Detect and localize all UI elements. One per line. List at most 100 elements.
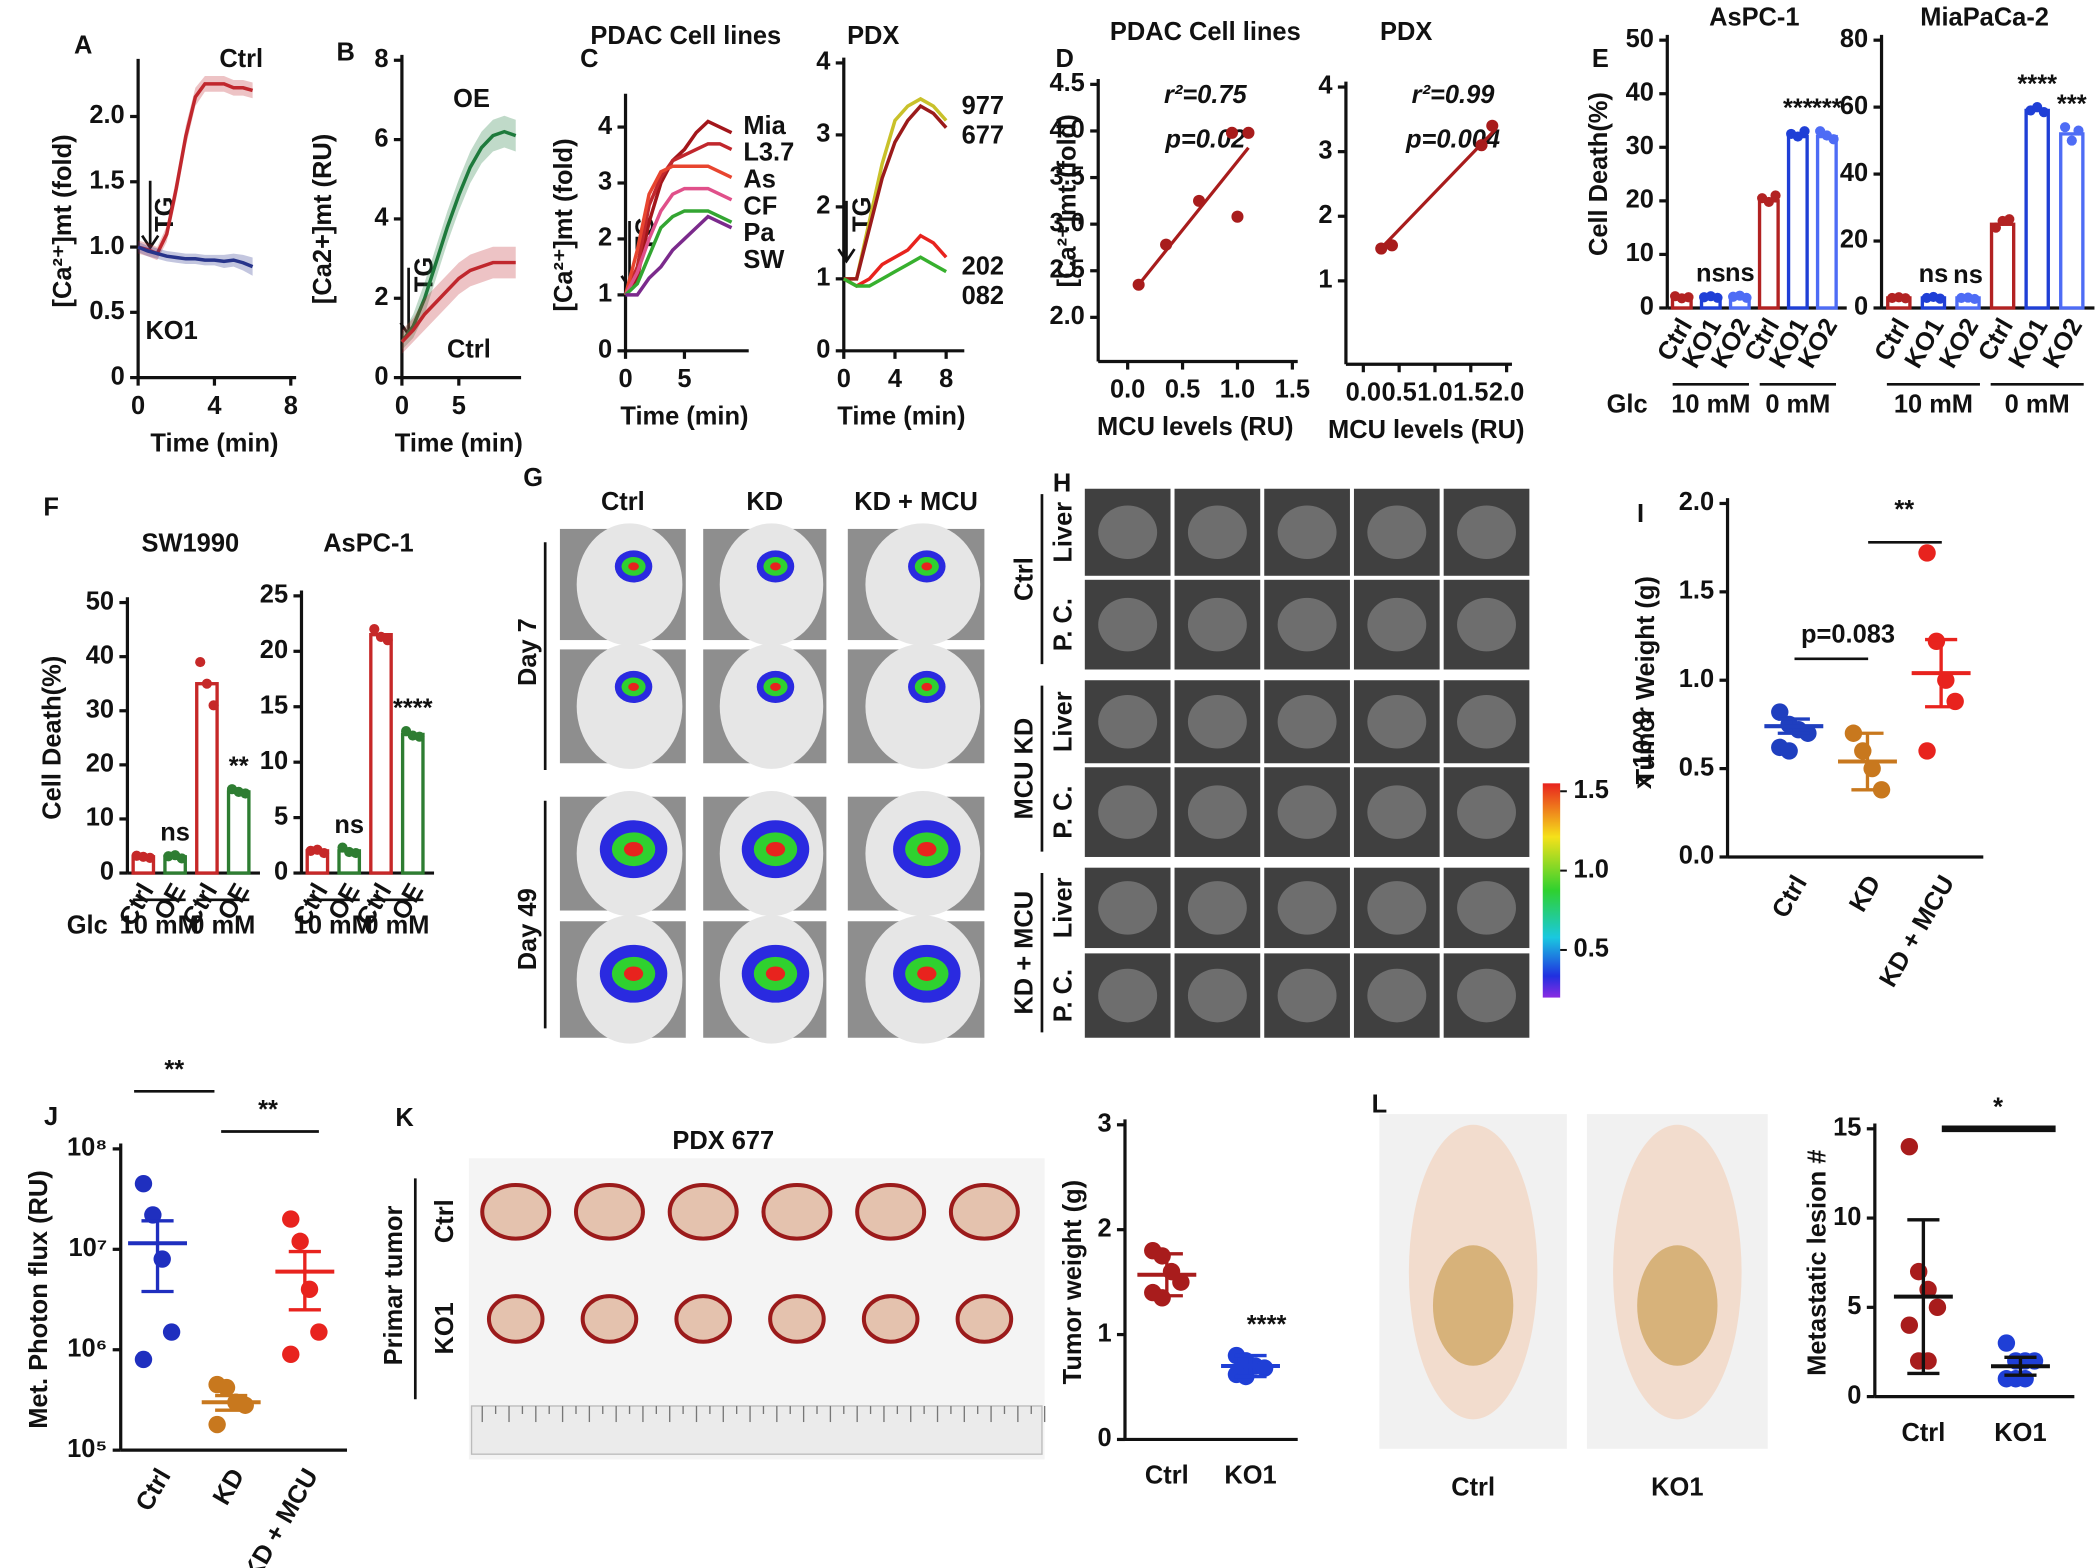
chart-title: AsPC-1 bbox=[323, 530, 413, 558]
annotation: ** bbox=[1894, 496, 1914, 524]
point bbox=[1475, 139, 1488, 152]
tumor bbox=[573, 1183, 645, 1241]
photo-detail bbox=[1277, 597, 1337, 652]
y-tick-label: 20 bbox=[260, 636, 288, 664]
y-axis-label: Tumor Weight (g) bbox=[1632, 576, 1660, 784]
point bbox=[1799, 126, 1810, 137]
photo-detail bbox=[1187, 881, 1247, 935]
y-tick-label: 20 bbox=[86, 750, 114, 778]
point bbox=[1997, 1334, 2016, 1352]
series-label: L3.7 bbox=[743, 139, 794, 167]
group-title: Glc bbox=[67, 911, 108, 939]
significance-label: **** bbox=[2017, 70, 2057, 98]
x-tick-label: 0 bbox=[618, 365, 632, 393]
bar bbox=[2059, 132, 2085, 310]
x-tick-label: 1.5 bbox=[1453, 378, 1488, 406]
bar bbox=[369, 632, 393, 875]
column-label: KD bbox=[746, 488, 783, 516]
significance-label: ** bbox=[229, 752, 249, 780]
series-label: 202 bbox=[962, 253, 1004, 281]
y-axis-label: Cell Death(%) bbox=[1585, 92, 1613, 256]
y-tick-label: 10 bbox=[1833, 1203, 1861, 1231]
data-line bbox=[624, 119, 733, 296]
panel-letter: H bbox=[1053, 469, 1071, 497]
data-line bbox=[400, 129, 517, 343]
y-tick-label: 25 bbox=[260, 581, 288, 609]
point bbox=[176, 853, 187, 864]
y-tick-label: 20 bbox=[1840, 226, 1868, 254]
point bbox=[134, 1350, 153, 1369]
point bbox=[282, 1210, 300, 1228]
colorbar-label: 1.0 bbox=[1574, 855, 1609, 883]
photo-detail bbox=[1367, 785, 1427, 839]
x-axis-label: Time (min) bbox=[620, 402, 748, 430]
x-tick-label: 5 bbox=[677, 365, 691, 393]
fit-line bbox=[1137, 146, 1250, 286]
signal bbox=[921, 562, 933, 571]
photo-detail bbox=[1098, 785, 1158, 839]
y-tick-label: 0 bbox=[100, 858, 114, 886]
group-label: 10 mM bbox=[120, 911, 199, 939]
x-tick-label: 0 bbox=[395, 392, 409, 420]
arrow-head bbox=[837, 248, 856, 264]
photo-detail bbox=[1457, 597, 1516, 652]
point bbox=[1763, 196, 1774, 208]
chart-title: PDX bbox=[847, 22, 899, 50]
point bbox=[1828, 134, 1839, 145]
row-label: Liver bbox=[1049, 691, 1077, 752]
signal bbox=[623, 966, 644, 981]
y-tick-label: 0.0 bbox=[1679, 842, 1714, 870]
panel-letter: G bbox=[523, 464, 543, 492]
photo-detail bbox=[1367, 597, 1427, 652]
point bbox=[1385, 239, 1399, 252]
y-tick-label: 3 bbox=[816, 120, 830, 148]
significance-label: ns bbox=[160, 818, 190, 846]
bar bbox=[195, 682, 219, 875]
x-tick-label: 2.0 bbox=[1489, 378, 1524, 406]
photo-detail bbox=[1098, 968, 1158, 1023]
photo-detail bbox=[1187, 968, 1247, 1023]
y-tick-label: 4 bbox=[374, 204, 389, 232]
data-line bbox=[400, 260, 516, 344]
data-line bbox=[137, 245, 254, 269]
row-label: Day 7 bbox=[514, 618, 542, 686]
y-tick-label: 0 bbox=[111, 362, 125, 390]
x-tick-label: KD bbox=[208, 1464, 251, 1510]
y-tick-label: 10 bbox=[260, 747, 288, 775]
data-line bbox=[843, 96, 948, 281]
point bbox=[2073, 125, 2084, 136]
panel-letter: E bbox=[1592, 45, 1609, 73]
y-tick-label: 2.0 bbox=[89, 101, 124, 129]
y-tick-label: 60 bbox=[1840, 92, 1868, 120]
y-tick-label: 0 bbox=[1097, 1424, 1111, 1452]
point bbox=[1683, 292, 1694, 303]
y-axis-label: Cell Death(%) bbox=[38, 656, 66, 820]
x-tick-label: Ctrl bbox=[1767, 871, 1813, 923]
photo-detail bbox=[1367, 968, 1427, 1023]
panel-letter: B bbox=[336, 38, 354, 66]
chart-title: PDAC Cell lines bbox=[1110, 18, 1301, 46]
y-tick-label: 2.0 bbox=[1049, 302, 1084, 330]
chart-title: PDX bbox=[1380, 18, 1432, 46]
y-tick-label: 0 bbox=[1847, 1381, 1861, 1409]
point bbox=[318, 848, 330, 859]
y-tick-label: 1 bbox=[816, 264, 830, 292]
data-line bbox=[623, 164, 733, 296]
point bbox=[144, 852, 156, 863]
annotation: p=0.083 bbox=[1801, 621, 1895, 649]
point bbox=[1969, 293, 1980, 305]
y-tick-label: 10⁵ bbox=[67, 1435, 107, 1463]
photo-detail bbox=[1187, 694, 1247, 749]
bar bbox=[1786, 134, 1809, 310]
significance-label: ns bbox=[334, 811, 364, 839]
y-tick-label: 10⁶ bbox=[67, 1334, 107, 1362]
point bbox=[291, 1232, 309, 1251]
photo-detail bbox=[1277, 694, 1337, 749]
point bbox=[1918, 742, 1936, 760]
significance-label: *** bbox=[2057, 91, 2087, 119]
y-tick-label: 40 bbox=[1840, 159, 1868, 187]
group-label: 0 mM bbox=[2005, 390, 2070, 418]
x-tick-label: Ctrl bbox=[1145, 1462, 1189, 1490]
